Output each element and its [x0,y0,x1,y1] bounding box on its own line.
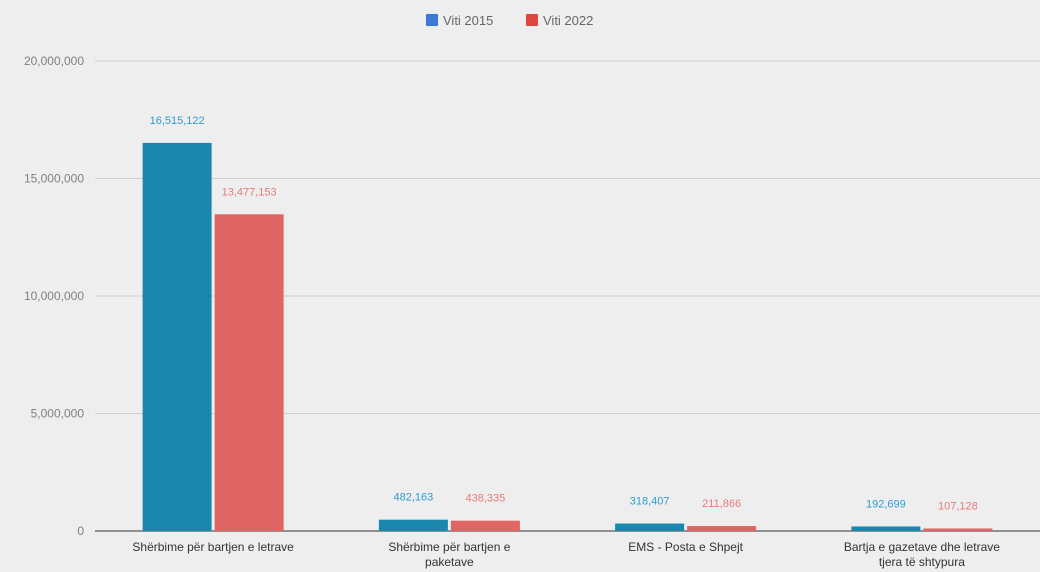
data-label: 13,477,153 [222,186,277,198]
bar [687,526,756,531]
bars [143,143,993,531]
data-label: 438,335 [465,493,505,505]
category-label: Shërbime për bartjen e letrave [132,540,294,554]
category-label: Shërbime për bartjen e [388,540,510,554]
y-tick-label: 5,000,000 [31,407,85,421]
y-tick-label: 20,000,000 [24,54,84,68]
category-label: tjera të shtypura [879,555,965,569]
bar [923,528,992,531]
legend-label: Viti 2022 [543,13,593,28]
bar [379,520,448,531]
y-axis-ticks: 0 5,000,000 10,000,000 15,000,000 20,000,000 [24,54,84,538]
bar [851,526,920,531]
data-label: 318,407 [630,496,670,508]
data-label: 16,515,122 [150,115,205,127]
legend-label: Viti 2015 [443,13,493,28]
bar [615,524,684,531]
category-label: Bartja e gazetave dhe letrave [844,540,1000,554]
y-tick-label: 10,000,000 [24,289,84,303]
data-label: 192,699 [866,498,906,510]
data-label: 482,163 [393,492,433,504]
legend-swatch [426,14,438,26]
data-label: 211,866 [702,498,741,510]
y-tick-label: 15,000,000 [24,172,84,186]
bar [143,143,212,531]
legend-swatch [526,14,538,26]
x-axis-categories: Shërbime për bartjen e letrave Shërbime p… [132,540,1000,569]
bar [215,214,284,531]
y-tick-label: 0 [77,524,84,538]
data-label: 107,128 [938,500,978,512]
legend: Viti 2015 Viti 2022 [426,13,593,28]
category-label: paketave [425,555,474,569]
category-label: EMS - Posta e Shpejt [628,540,743,554]
bar [451,521,520,531]
